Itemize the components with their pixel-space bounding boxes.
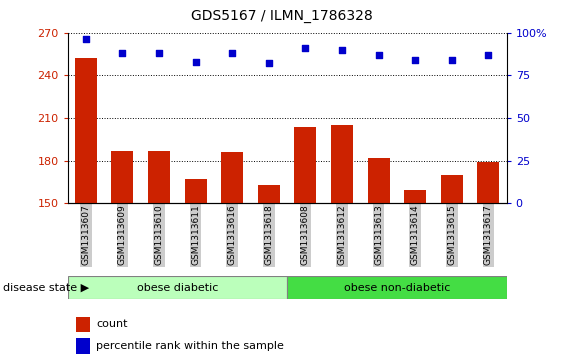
Point xyxy=(411,57,420,63)
Bar xyxy=(111,151,133,203)
Point xyxy=(447,57,456,63)
Bar xyxy=(68,276,287,299)
Bar xyxy=(287,276,507,299)
Point xyxy=(154,50,164,56)
Point xyxy=(118,50,127,56)
Point xyxy=(191,59,200,65)
Point xyxy=(81,37,90,42)
Text: percentile rank within the sample: percentile rank within the sample xyxy=(96,341,284,351)
Bar xyxy=(477,162,499,203)
Text: count: count xyxy=(96,319,128,329)
Point xyxy=(265,61,274,66)
Bar xyxy=(77,338,90,354)
Bar xyxy=(294,127,316,203)
Bar xyxy=(441,175,463,203)
Bar xyxy=(258,185,280,203)
Point xyxy=(484,52,493,58)
Bar xyxy=(331,125,353,203)
Bar xyxy=(221,152,243,203)
Text: obese non-diabetic: obese non-diabetic xyxy=(344,283,450,293)
Bar xyxy=(75,58,97,203)
Text: GDS5167 / ILMN_1786328: GDS5167 / ILMN_1786328 xyxy=(191,9,372,23)
Bar xyxy=(77,317,90,332)
Point xyxy=(301,45,310,51)
Point xyxy=(374,52,383,58)
Point xyxy=(227,50,237,56)
Point xyxy=(338,47,347,53)
Bar xyxy=(404,191,426,203)
Bar xyxy=(185,179,207,203)
Bar xyxy=(368,158,390,203)
Bar xyxy=(148,151,170,203)
Text: disease state ▶: disease state ▶ xyxy=(3,283,89,293)
Text: obese diabetic: obese diabetic xyxy=(137,283,218,293)
